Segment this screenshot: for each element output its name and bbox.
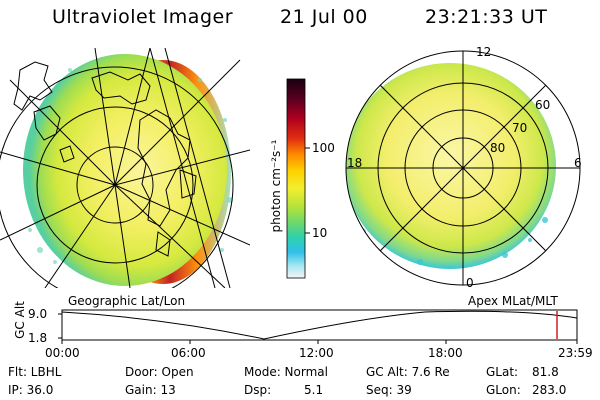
colorbar-tick-100: 100 xyxy=(312,141,335,155)
glat-label: GLat: xyxy=(486,365,519,379)
geographic-image xyxy=(0,48,250,288)
glon-value: 283.0 xyxy=(532,383,567,397)
mlt-label-12: 12 xyxy=(476,45,492,59)
timeline-tick-1200: 12:00 xyxy=(299,346,334,360)
mlt-label-0: 0 xyxy=(466,276,474,290)
gain-readout: Gain: 13 xyxy=(125,383,176,397)
observation-time: 23:21:33 UT xyxy=(425,6,548,28)
dsp-label: Dsp: xyxy=(244,383,272,397)
door-readout: Door: Open xyxy=(125,365,194,379)
mlat-label-80: 80 xyxy=(490,141,506,155)
mlat-label-60: 60 xyxy=(535,98,551,112)
mode-readout: Mode: Normal xyxy=(244,365,328,379)
colorbar-tick-10: 10 xyxy=(312,226,328,240)
ip-readout: IP: 36.0 xyxy=(8,383,54,397)
colorbar-unit-label: photon cm⁻²s⁻¹ xyxy=(269,139,283,233)
timeline-tick-0000: 00:00 xyxy=(45,346,80,360)
intensity-colorbar xyxy=(286,78,310,279)
timeline-axis-label: GC Alt xyxy=(13,301,27,339)
instrument-title: Ultraviolet Imager xyxy=(52,6,234,28)
altitude-timeline xyxy=(58,309,578,344)
timeline-ymax: 9.0 xyxy=(28,307,48,321)
timeline-tick-2359: 23:59 xyxy=(558,346,593,360)
timeline-ymin: 1.8 xyxy=(28,331,48,345)
glat-value: 81.8 xyxy=(532,365,559,379)
dsp-value: 5.1 xyxy=(304,383,324,397)
seq-readout: Seq: 39 xyxy=(366,383,412,397)
mlt-label-6: 6 xyxy=(574,156,582,170)
timeline-tick-0600: 06:00 xyxy=(171,346,206,360)
glon-label: GLon: xyxy=(486,383,521,397)
apex-panel-label: Apex MLat/MLT xyxy=(468,294,558,308)
observation-date: 21 Jul 00 xyxy=(280,6,368,28)
timeline-tick-1800: 18:00 xyxy=(428,346,463,360)
magnetic-polar-image xyxy=(345,50,581,286)
gc-alt-readout: GC Alt: 7.6 Re xyxy=(366,365,450,379)
mlat-label-70: 70 xyxy=(512,121,528,135)
geographic-panel-label: Geographic Lat/Lon xyxy=(68,294,186,308)
mlt-label-18: 18 xyxy=(347,156,363,170)
filter-readout: Flt: LBHL xyxy=(8,365,62,379)
